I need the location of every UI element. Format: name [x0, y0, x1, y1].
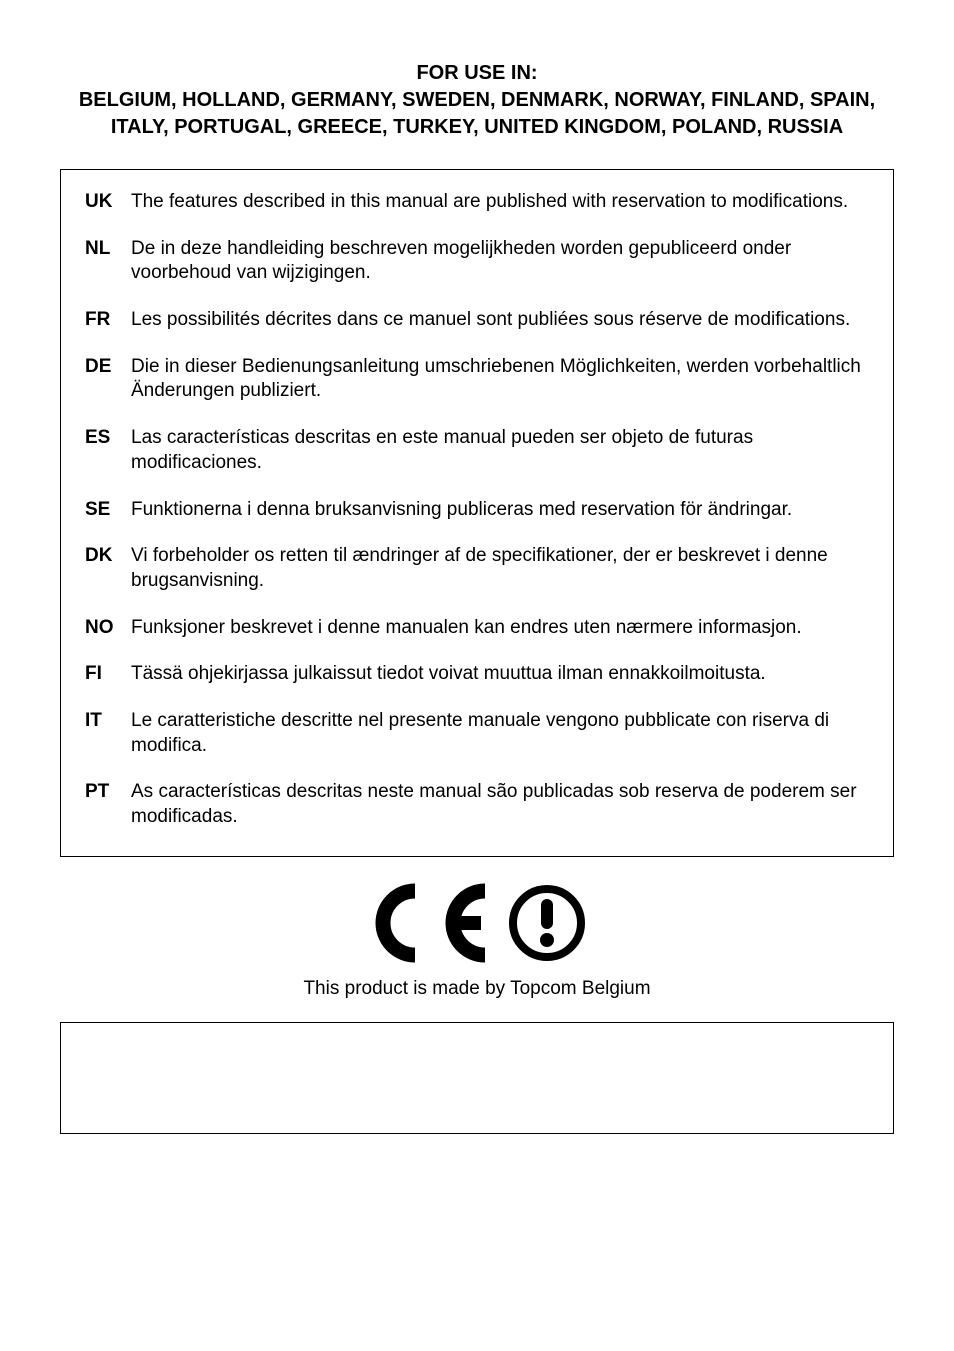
lang-code: FR — [85, 308, 131, 333]
lang-code: DK — [85, 544, 131, 569]
lang-row-se: SE Funktionerna i denna bruksanvisning p… — [85, 498, 869, 523]
lang-text: Die in dieser Bedienungsanleitung umschr… — [131, 355, 869, 404]
lang-row-no: NO Funksjoner beskrevet i denne manualen… — [85, 616, 869, 641]
ce-mark-block — [60, 883, 894, 968]
lang-row-it: IT Le caratteristiche descritte nel pres… — [85, 709, 869, 758]
lang-text: As características descritas neste manua… — [131, 780, 869, 829]
lang-row-nl: NL De in deze handleiding beschreven mog… — [85, 237, 869, 286]
lang-code: ES — [85, 426, 131, 451]
lang-text: De in deze handleiding beschreven mogeli… — [131, 237, 869, 286]
lang-text: Funksjoner beskrevet i denne manualen ka… — [131, 616, 869, 641]
lang-row-fr: FR Les possibilités décrites dans ce man… — [85, 308, 869, 333]
lang-code: FI — [85, 662, 131, 687]
lang-row-dk: DK Vi forbeholder os retten til ændringe… — [85, 544, 869, 593]
lang-text: Las características descritas en este ma… — [131, 426, 869, 475]
header-block: FOR USE IN: BELGIUM, HOLLAND, GERMANY, S… — [60, 60, 894, 141]
lang-code: SE — [85, 498, 131, 523]
ce-alert-icon — [357, 883, 597, 968]
bottom-empty-box — [60, 1022, 894, 1134]
lang-text: The features described in this manual ar… — [131, 190, 869, 215]
lang-text: Le caratteristiche descritte nel present… — [131, 709, 869, 758]
lang-text: Les possibilités décrites dans ce manuel… — [131, 308, 869, 333]
lang-code: NL — [85, 237, 131, 262]
lang-code: IT — [85, 709, 131, 734]
lang-code: DE — [85, 355, 131, 380]
lang-row-fi: FI Tässä ohjekirjassa julkaissut tiedot … — [85, 662, 869, 687]
lang-code: UK — [85, 190, 131, 215]
language-notices-box: UK The features described in this manual… — [60, 169, 894, 857]
header-line-2: BELGIUM, HOLLAND, GERMANY, SWEDEN, DENMA… — [60, 87, 894, 141]
document-page: FOR USE IN: BELGIUM, HOLLAND, GERMANY, S… — [0, 0, 954, 1351]
lang-row-de: DE Die in dieser Bedienungsanleitung ums… — [85, 355, 869, 404]
lang-code: PT — [85, 780, 131, 805]
lang-text: Tässä ohjekirjassa julkaissut tiedot voi… — [131, 662, 869, 687]
lang-row-pt: PT As características descritas neste ma… — [85, 780, 869, 829]
lang-text: Funktionerna i denna bruksanvisning publ… — [131, 498, 869, 523]
lang-row-uk: UK The features described in this manual… — [85, 190, 869, 215]
lang-row-es: ES Las características descritas en este… — [85, 426, 869, 475]
lang-text: Vi forbeholder os retten til ændringer a… — [131, 544, 869, 593]
made-by-text: This product is made by Topcom Belgium — [60, 978, 894, 1000]
lang-code: NO — [85, 616, 131, 641]
header-line-1: FOR USE IN: — [60, 60, 894, 87]
